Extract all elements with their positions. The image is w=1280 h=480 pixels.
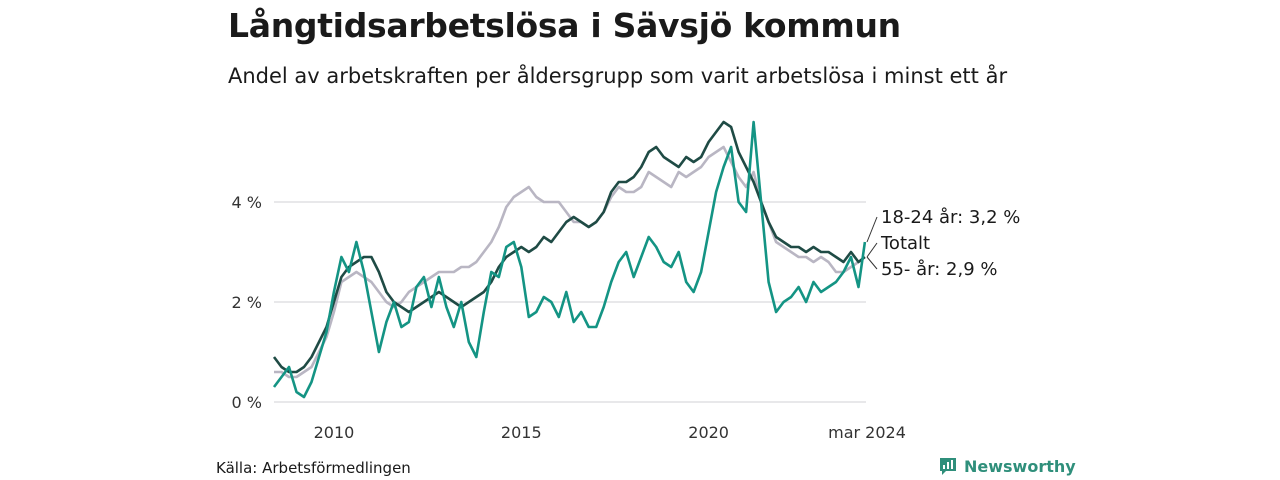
x-tick-label: 2015	[501, 423, 542, 442]
x-axis-tick-labels: 2010 2015 2020 mar 2024	[314, 423, 906, 442]
source-note: Källa: Arbetsförmedlingen	[216, 459, 411, 477]
newsworthy-logo-icon	[940, 458, 956, 475]
brand-name: Newsworthy	[964, 456, 1076, 476]
end-label-leader	[866, 242, 878, 258]
series-line-18-24-r	[272, 120, 867, 399]
end-label-leader	[866, 256, 878, 270]
end-label: 55- år: 2,9 %	[881, 259, 997, 280]
y-axis-tick-labels: 0 % 2 % 4 %	[232, 193, 262, 412]
x-tick-label: mar 2024	[828, 423, 906, 442]
y-tick-label: 4 %	[232, 193, 262, 212]
series-line-totalt	[272, 120, 866, 374]
end-label-leader	[866, 216, 878, 243]
end-label: 18-24 år: 3,2 %	[881, 207, 1020, 228]
end-labels: 18-24 år: 3,2 % Totalt 55- år: 2,9 %	[866, 207, 1020, 280]
end-label: Totalt	[880, 233, 930, 254]
x-tick-label: 2010	[314, 423, 355, 442]
chart-subtitle: Andel av arbetskraften per åldersgrupp s…	[228, 64, 1008, 88]
y-tick-label: 2 %	[232, 293, 262, 312]
brand[interactable]: Newsworthy	[938, 455, 1076, 477]
series-lines	[272, 120, 867, 399]
x-tick-label: 2020	[688, 423, 729, 442]
chart-title: Långtidsarbetslösa i Sävsjö kommun	[228, 6, 901, 45]
y-tick-label: 0 %	[232, 393, 262, 412]
